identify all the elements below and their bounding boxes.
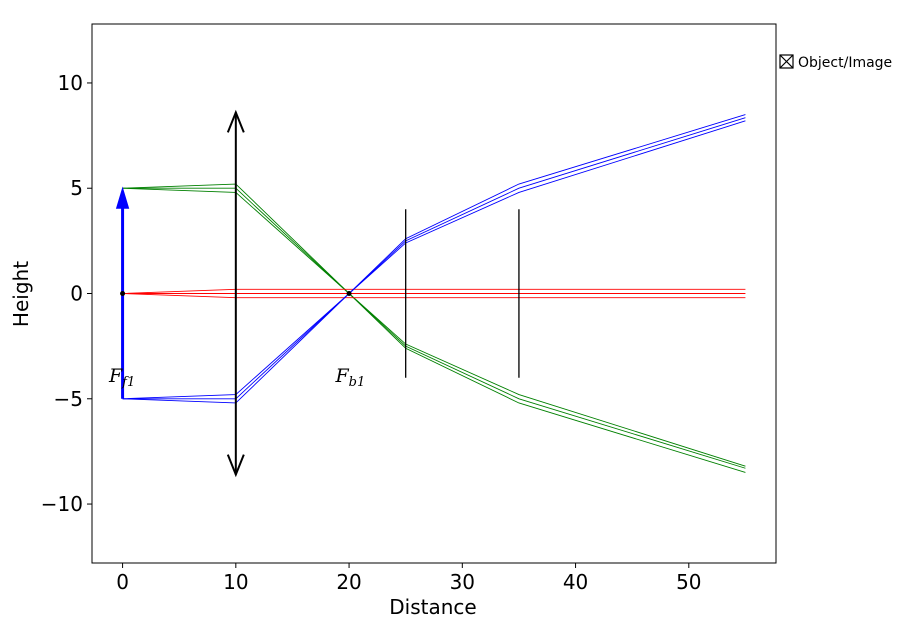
x-tick-label-0: 0 — [116, 570, 129, 594]
focal-point-label-b1: Fb1 — [334, 365, 365, 390]
x-tick-label-10: 10 — [223, 570, 248, 594]
y-axis-label: Height — [9, 261, 33, 327]
y-tick-label--5: −5 — [54, 387, 83, 411]
y-tick-label-0: 0 — [70, 282, 83, 306]
legend[interactable]: Object/Image — [779, 54, 892, 71]
ray-ray-bottom-8 — [122, 117, 746, 400]
x-axis-label: Distance — [389, 595, 476, 619]
legend-checkbox-icon[interactable] — [779, 54, 794, 69]
x-tick-label-20: 20 — [336, 570, 361, 594]
ray-ray-bottom-7 — [122, 120, 746, 400]
ray-ray-top-3 — [122, 187, 746, 467]
focal-point-marker-2 — [346, 291, 352, 296]
focal-point-marker-1 — [120, 291, 126, 296]
y-tick-label-5: 5 — [70, 176, 83, 200]
x-tick-label-30: 30 — [450, 570, 475, 594]
lens-top-arrowhead — [226, 109, 245, 133]
focal-point-label-f1: Ff1 — [108, 365, 135, 390]
x-tick-label-50: 50 — [676, 570, 701, 594]
lens-bottom-arrowhead — [226, 454, 245, 478]
object-arrowhead — [115, 186, 130, 209]
legend-entry-object-image: Object/Image — [798, 55, 892, 71]
ray-ray-top-2 — [122, 187, 746, 469]
rays-layer — [122, 114, 746, 473]
ray-ray-top-1 — [122, 183, 746, 473]
x-tick-label-40: 40 — [563, 570, 588, 594]
optical-elements-layer — [115, 109, 520, 478]
ray-ray-axis-4 — [122, 288, 746, 294]
ray-ray-axis-6 — [122, 293, 746, 299]
y-tick-label--10: −10 — [41, 492, 83, 516]
ray-ray-bottom-9 — [122, 114, 746, 404]
x-axis-ticks: 0 10 20 30 40 50 — [116, 563, 702, 594]
y-axis-ticks: −10 −5 0 5 10 — [41, 71, 92, 516]
y-tick-label-10: 10 — [58, 71, 83, 95]
